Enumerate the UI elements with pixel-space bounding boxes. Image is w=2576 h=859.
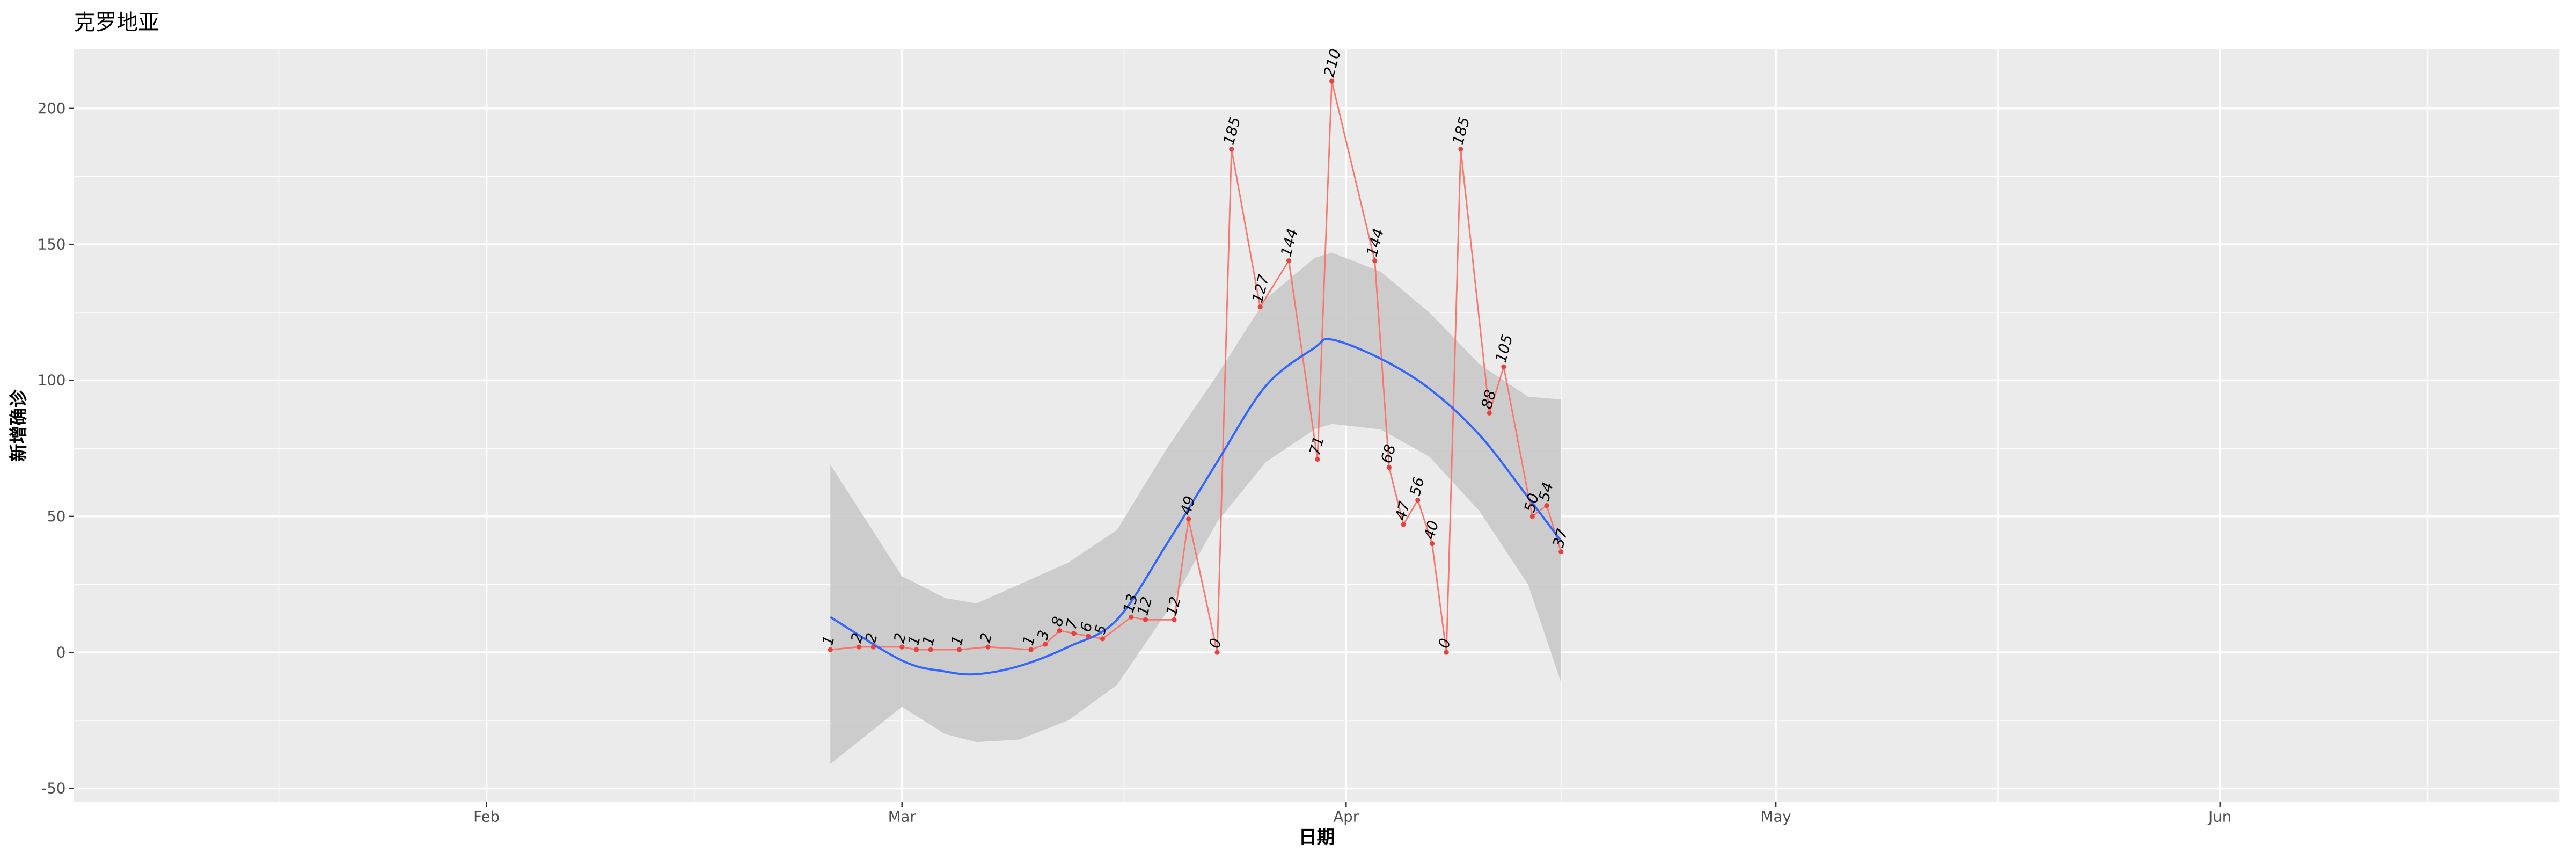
y-tick-label: -50 bbox=[41, 780, 65, 797]
data-point bbox=[1329, 78, 1335, 84]
data-point bbox=[1558, 549, 1564, 555]
data-point bbox=[1214, 650, 1220, 655]
data-point bbox=[1129, 614, 1134, 620]
x-tick-label: May bbox=[1761, 809, 1791, 826]
data-point bbox=[1444, 650, 1449, 655]
data-point bbox=[857, 644, 862, 650]
y-tick-label: 50 bbox=[47, 508, 65, 525]
data-point bbox=[1143, 617, 1148, 622]
x-tick-label: Jun bbox=[2207, 809, 2231, 826]
data-point bbox=[1487, 410, 1492, 416]
x-tick-label: Feb bbox=[473, 809, 500, 826]
data-point bbox=[1028, 647, 1034, 652]
data-point bbox=[1386, 465, 1392, 470]
data-point bbox=[1315, 456, 1320, 462]
data-point bbox=[1172, 617, 1177, 622]
data-point bbox=[1458, 147, 1463, 152]
confidence-band bbox=[830, 252, 1561, 764]
y-tick-label: 200 bbox=[38, 100, 66, 117]
data-point bbox=[1372, 258, 1378, 264]
data-point bbox=[870, 644, 876, 650]
data-point bbox=[1100, 636, 1106, 642]
data-point bbox=[1544, 503, 1549, 508]
data-point bbox=[1401, 522, 1406, 527]
data-point bbox=[913, 647, 919, 652]
data-point bbox=[899, 644, 905, 650]
data-point bbox=[1529, 514, 1535, 519]
data-point bbox=[1501, 364, 1506, 369]
data-point bbox=[1415, 497, 1421, 503]
y-tick-label: 0 bbox=[56, 644, 66, 661]
x-tick-label: Mar bbox=[888, 809, 917, 826]
data-point bbox=[828, 647, 833, 652]
data-point bbox=[1257, 304, 1263, 310]
data-point bbox=[1057, 628, 1062, 634]
data-point bbox=[1429, 541, 1435, 547]
data-point bbox=[956, 647, 962, 652]
data-point bbox=[928, 647, 933, 652]
data-point bbox=[1086, 634, 1091, 639]
y-tick-label: 100 bbox=[38, 372, 66, 389]
y-axis-title: 新增确诊 bbox=[8, 389, 29, 462]
data-point bbox=[1286, 258, 1292, 264]
chart-title: 克罗地亚 bbox=[74, 10, 159, 35]
data-point bbox=[1071, 631, 1077, 636]
data-point bbox=[985, 644, 991, 650]
smooth-line bbox=[830, 338, 1562, 676]
y-tick-label: 150 bbox=[38, 236, 66, 253]
data-point bbox=[1043, 642, 1048, 647]
data-point bbox=[1186, 516, 1191, 522]
data-line bbox=[830, 81, 1562, 653]
data-point bbox=[1229, 147, 1234, 152]
x-tick-label: Apr bbox=[1333, 809, 1359, 826]
x-axis-title: 日期 bbox=[1299, 826, 1335, 847]
